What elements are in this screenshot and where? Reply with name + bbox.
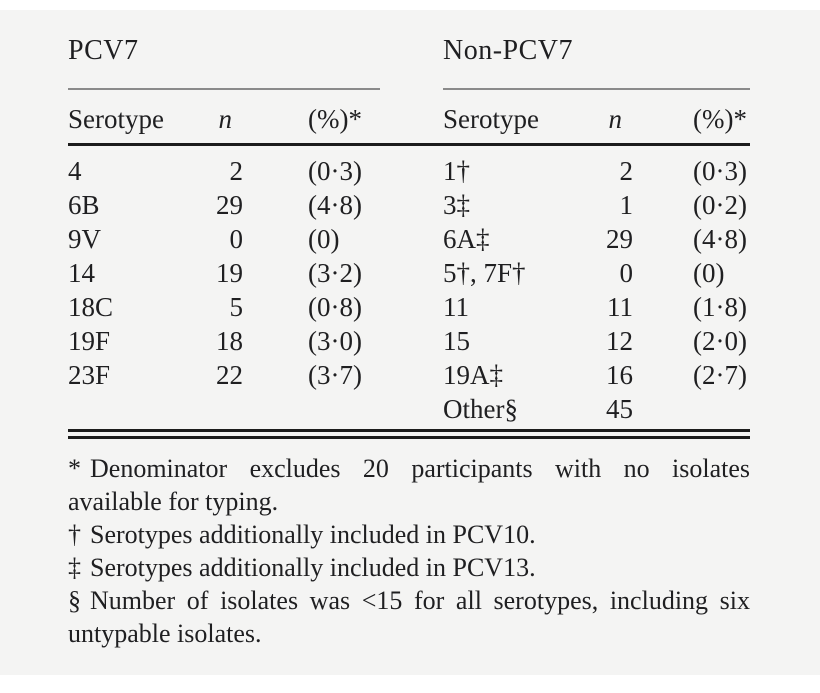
footnote-double-dagger: ‡ Serotypes additionally included in PCV1… [68, 551, 750, 584]
pct-cell [633, 392, 750, 426]
pct-cell: (0) [308, 224, 340, 254]
table-row: 6A‡ 29 (4·8) [443, 222, 750, 256]
pct-cell: (4·8) [693, 224, 747, 254]
footnote-section: § Number of isolates was <15 for all sero… [68, 584, 750, 650]
serotype-cell: 9V [68, 224, 101, 254]
column-headers-pcv7: Serotype n (%)* [68, 90, 380, 136]
table-head: PCV7 Serotype n (%)* Non-PCV7 Serotype n… [68, 34, 750, 136]
serotype-cell: 5†, 7F† [443, 258, 526, 288]
n-cell: 29 [606, 224, 633, 254]
serotype-cell: 3‡ [443, 190, 470, 220]
table-row: 19A‡ 16 (2·7) [443, 358, 750, 392]
table-row: 18C 5 (0·8) [68, 290, 380, 324]
group-nonpcv7-head: Non-PCV7 Serotype n (%)* [443, 34, 750, 136]
table-row: 3‡ 1 (0·2) [443, 188, 750, 222]
n-cell: 2 [619, 156, 634, 186]
table-row: 19F 18 (3·0) [68, 324, 380, 358]
group-gap [380, 146, 443, 426]
n-cell: 18 [216, 326, 243, 356]
rows-nonpcv7: 1† 2 (0·3) 3‡ 1 (0·2) 6A‡ 29 (4·8) 5†, 7F† 0 (0) 11 1… [443, 146, 750, 426]
header-rule [68, 143, 750, 146]
column-headers-nonpcv7: Serotype n (%)* [443, 90, 750, 136]
serotype-table: PCV7 Serotype n (%)* Non-PCV7 Serotype n… [68, 10, 750, 650]
pct-cell: (0·2) [693, 190, 747, 220]
group-title-pcv7: PCV7 [68, 35, 139, 66]
serotype-cell: 18C [68, 292, 114, 322]
serotype-cell: 6B [68, 190, 100, 220]
serotype-cell: 19F [68, 326, 111, 356]
n-cell: 22 [216, 360, 243, 390]
n-cell: 5 [229, 292, 244, 322]
footnote-marker: § [68, 586, 81, 615]
n-cell: 1 [619, 190, 634, 220]
serotype-cell: 14 [68, 258, 95, 288]
spanner-rule-nonpcv7 [443, 88, 750, 90]
column-header-n: n [218, 104, 233, 134]
footnotes: * Denominator excludes 20 participants wi… [68, 452, 750, 650]
column-header-pct: (%)* [308, 104, 362, 134]
pct-cell: (2·0) [693, 326, 747, 356]
n-cell: 45 [606, 394, 633, 424]
group-pcv7-head: PCV7 Serotype n (%)* [68, 34, 380, 136]
n-cell: 0 [619, 258, 634, 288]
table-bottom-rule [68, 429, 750, 439]
serotype-cell: 6A‡ [443, 224, 490, 254]
table-row: 14 19 (3·2) [68, 256, 380, 290]
pct-cell: (3·7) [308, 360, 362, 390]
pct-cell: (0·3) [308, 156, 362, 186]
n-cell: 19 [216, 258, 243, 288]
table-row: 5†, 7F† 0 (0) [443, 256, 750, 290]
pct-cell: (3·2) [308, 258, 362, 288]
footnote-text: Serotypes additionally included in PCV13… [90, 553, 536, 582]
rows-pcv7: 4 2 (0·3) 6B 29 (4·8) 9V 0 (0) 14 19 (3·2) 18C 5 (0·8)… [68, 146, 380, 426]
n-cell: 2 [229, 156, 244, 186]
footnote-asterisk: * Denominator excludes 20 participants wi… [68, 452, 750, 518]
pct-cell: (4·8) [308, 190, 362, 220]
serotype-cell: Other§ [443, 394, 518, 424]
footnote-marker: ‡ [68, 553, 81, 582]
pct-cell: (0·8) [308, 292, 362, 322]
pct-cell: (0·3) [693, 156, 747, 186]
pct-cell: (1·8) [693, 292, 747, 322]
footnote-marker: * [68, 454, 81, 483]
table-body: 4 2 (0·3) 6B 29 (4·8) 9V 0 (0) 14 19 (3·2) 18C 5 (0·8)… [68, 146, 750, 426]
n-cell: 12 [606, 326, 633, 356]
page-background: PCV7 Serotype n (%)* Non-PCV7 Serotype n… [0, 10, 820, 675]
column-header-pct: (%)* [693, 104, 747, 134]
footnote-text: Number of isolates was <15 for all serot… [68, 586, 750, 648]
serotype-cell: 1† [443, 156, 470, 186]
serotype-cell: 4 [68, 156, 82, 186]
footnote-text: Serotypes additionally included in PCV10… [90, 520, 536, 549]
footnote-dagger: † Serotypes additionally included in PCV1… [68, 518, 750, 551]
table-row: 6B 29 (4·8) [68, 188, 380, 222]
n-cell: 0 [229, 224, 244, 254]
n-cell: 16 [606, 360, 633, 390]
group-title-nonpcv7: Non-PCV7 [443, 35, 574, 66]
group-gap [380, 34, 443, 136]
pct-cell: (3·0) [308, 326, 362, 356]
serotype-cell: 23F [68, 360, 111, 390]
n-cell: 29 [216, 190, 243, 220]
serotype-cell: 19A‡ [443, 360, 503, 390]
spanner-rule-pcv7 [68, 88, 380, 90]
column-header-n: n [608, 104, 623, 134]
table-row: 11 11 (1·8) [443, 290, 750, 324]
table-row: Other§ 45 [443, 392, 750, 426]
table-row: 15 12 (2·0) [443, 324, 750, 358]
footnote-text: Denominator excludes 20 participants wit… [68, 454, 750, 516]
table-row: 23F 22 (3·7) [68, 358, 380, 392]
column-header-serotype: Serotype [443, 104, 539, 134]
column-header-serotype: Serotype [68, 104, 164, 134]
n-cell: 11 [607, 292, 633, 322]
table-row: 9V 0 (0) [68, 222, 380, 256]
serotype-cell: 15 [443, 326, 470, 356]
serotype-cell: 11 [443, 292, 469, 322]
pct-cell: (2·7) [693, 360, 747, 390]
table-row: 4 2 (0·3) [68, 154, 380, 188]
footnote-marker: † [68, 520, 81, 549]
pct-cell: (0) [693, 258, 725, 288]
table-row: 1† 2 (0·3) [443, 154, 750, 188]
